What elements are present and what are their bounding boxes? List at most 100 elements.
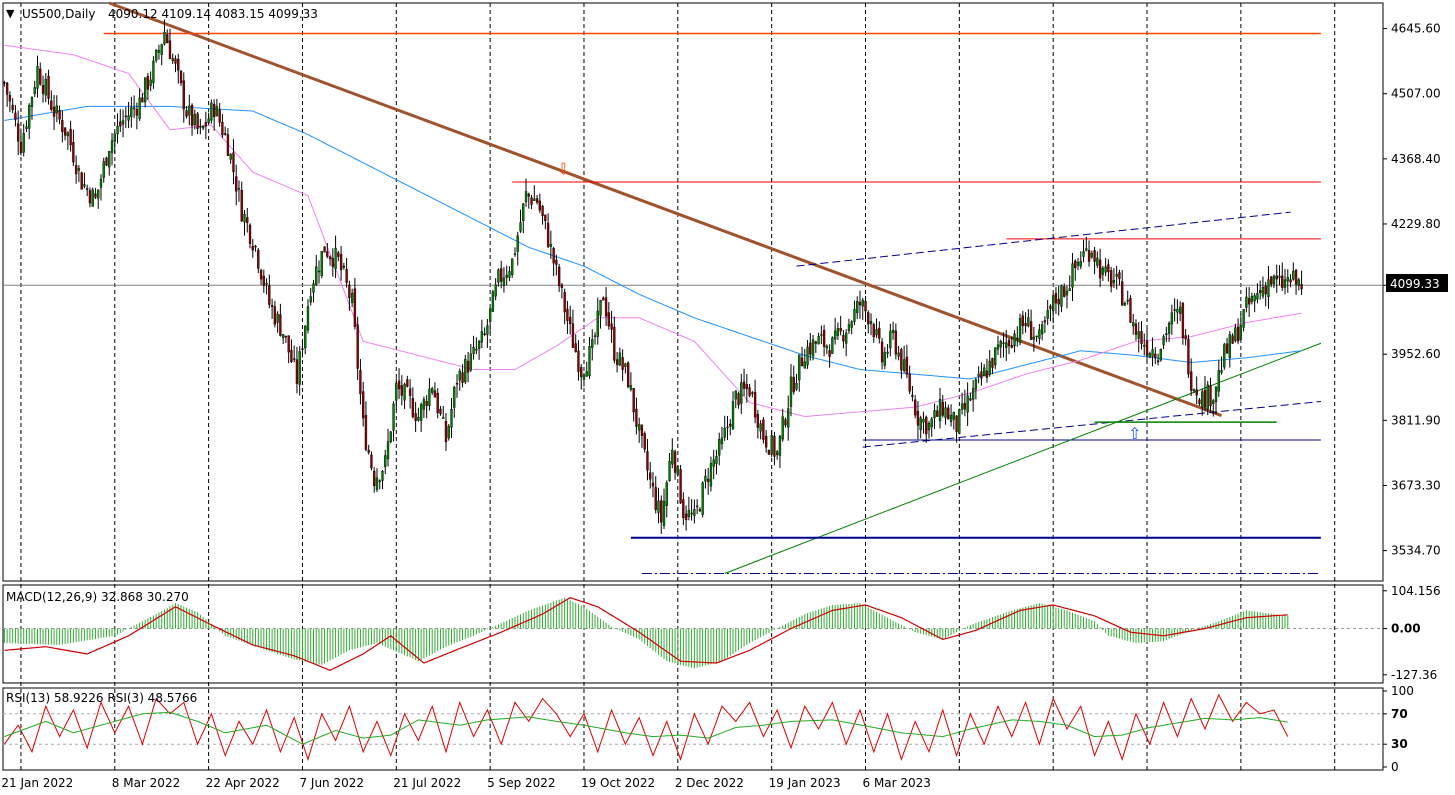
candle-body (974, 379, 978, 390)
candle-body (947, 407, 950, 420)
candle-body (461, 372, 464, 383)
y-tick-label: 0 (1391, 760, 1399, 774)
candle-body (119, 121, 122, 127)
candle-body (718, 439, 721, 456)
candle-body (1170, 312, 1174, 325)
candle-body (1198, 399, 1201, 404)
candle-body (902, 359, 906, 371)
candle-body (33, 87, 36, 94)
candle-body (455, 383, 459, 385)
candle-body (389, 431, 392, 442)
candle-body (925, 416, 928, 435)
candle-body (204, 122, 208, 127)
candle-body (1184, 335, 1187, 340)
candle-body (1129, 297, 1132, 323)
candle-body (337, 252, 340, 257)
candle-body (270, 305, 274, 307)
candle-body (362, 391, 365, 419)
candle-body (1065, 290, 1069, 296)
candle-body (124, 115, 127, 118)
candle-body (364, 415, 368, 450)
candle-body (193, 114, 196, 125)
candle-body (469, 353, 472, 371)
candle-body (1275, 275, 1278, 280)
candle-body (168, 40, 172, 59)
candle-body (776, 451, 779, 456)
x-tick-label: 21 Jan 2022 (1, 776, 73, 790)
candle-body (444, 421, 448, 443)
candle-body (408, 388, 412, 396)
candle-body (994, 347, 997, 366)
candle-body (646, 451, 649, 471)
candle-body (1165, 333, 1168, 335)
y-tick-label: 70 (1391, 707, 1408, 721)
candle-body (1079, 260, 1082, 267)
candle-body (820, 334, 823, 336)
candle-body (143, 77, 147, 103)
x-tick-label: 19 Oct 2022 (581, 776, 655, 790)
candle-body (817, 336, 820, 345)
candle-body (762, 419, 765, 440)
candle-body (582, 374, 586, 380)
candle-body (1112, 280, 1116, 284)
candle-body (673, 451, 677, 473)
candle-body (433, 390, 437, 398)
candle-body (557, 266, 561, 287)
candle-body (960, 403, 964, 410)
panel-frame (2, 687, 1384, 771)
candle-body (643, 433, 646, 450)
candle-body (1167, 322, 1171, 334)
candle-body (1107, 264, 1110, 273)
candle-body (306, 306, 310, 331)
candle-body (110, 140, 114, 153)
candle-body (1010, 345, 1013, 348)
candle-body (240, 190, 243, 222)
candle-body (1190, 371, 1193, 391)
candle-body (563, 292, 566, 313)
collapse-arrow-icon[interactable]: ▼ (6, 7, 15, 20)
candle-body (339, 254, 343, 270)
candle-body (77, 168, 81, 171)
candle-body (549, 243, 553, 247)
arrow-marker-icon: ⇩ (557, 160, 570, 179)
candle-body (936, 410, 939, 417)
candle-body (1018, 318, 1022, 343)
candle-body (276, 313, 279, 323)
candle-body (566, 308, 569, 321)
candle-body (259, 269, 263, 280)
candle-body (709, 463, 713, 487)
candle-body (1040, 324, 1044, 335)
candle-body (533, 198, 536, 201)
candle-body (822, 329, 826, 347)
candle-body (971, 388, 975, 400)
candle-body (985, 370, 989, 378)
candle-body (212, 104, 216, 118)
candle-body (25, 126, 28, 129)
candle-body (519, 222, 522, 232)
y-tick-label: 3952.60 (1391, 347, 1441, 361)
x-tick-label: 2 Dec 2022 (675, 776, 744, 790)
candle-body (905, 356, 909, 375)
candle-body (839, 328, 842, 332)
candle-body (248, 224, 252, 244)
candle-body (1121, 281, 1124, 306)
candle-body (911, 394, 914, 397)
candle-body (828, 350, 831, 357)
candle-body (792, 376, 795, 393)
candle-body (146, 76, 150, 90)
candle-body (668, 461, 671, 481)
candle-body (1176, 308, 1179, 313)
y-tick-label: 100 (1391, 684, 1414, 698)
candle-body (853, 309, 856, 322)
candle-body (188, 105, 191, 116)
candle-body (88, 190, 92, 204)
candle-body (734, 390, 737, 400)
candle-body (845, 332, 848, 344)
candle-body (571, 323, 575, 348)
candle-body (831, 337, 834, 354)
candle-body (1187, 338, 1190, 375)
candle-body (356, 324, 359, 369)
candle-body (72, 142, 75, 163)
candle-body (662, 500, 666, 526)
